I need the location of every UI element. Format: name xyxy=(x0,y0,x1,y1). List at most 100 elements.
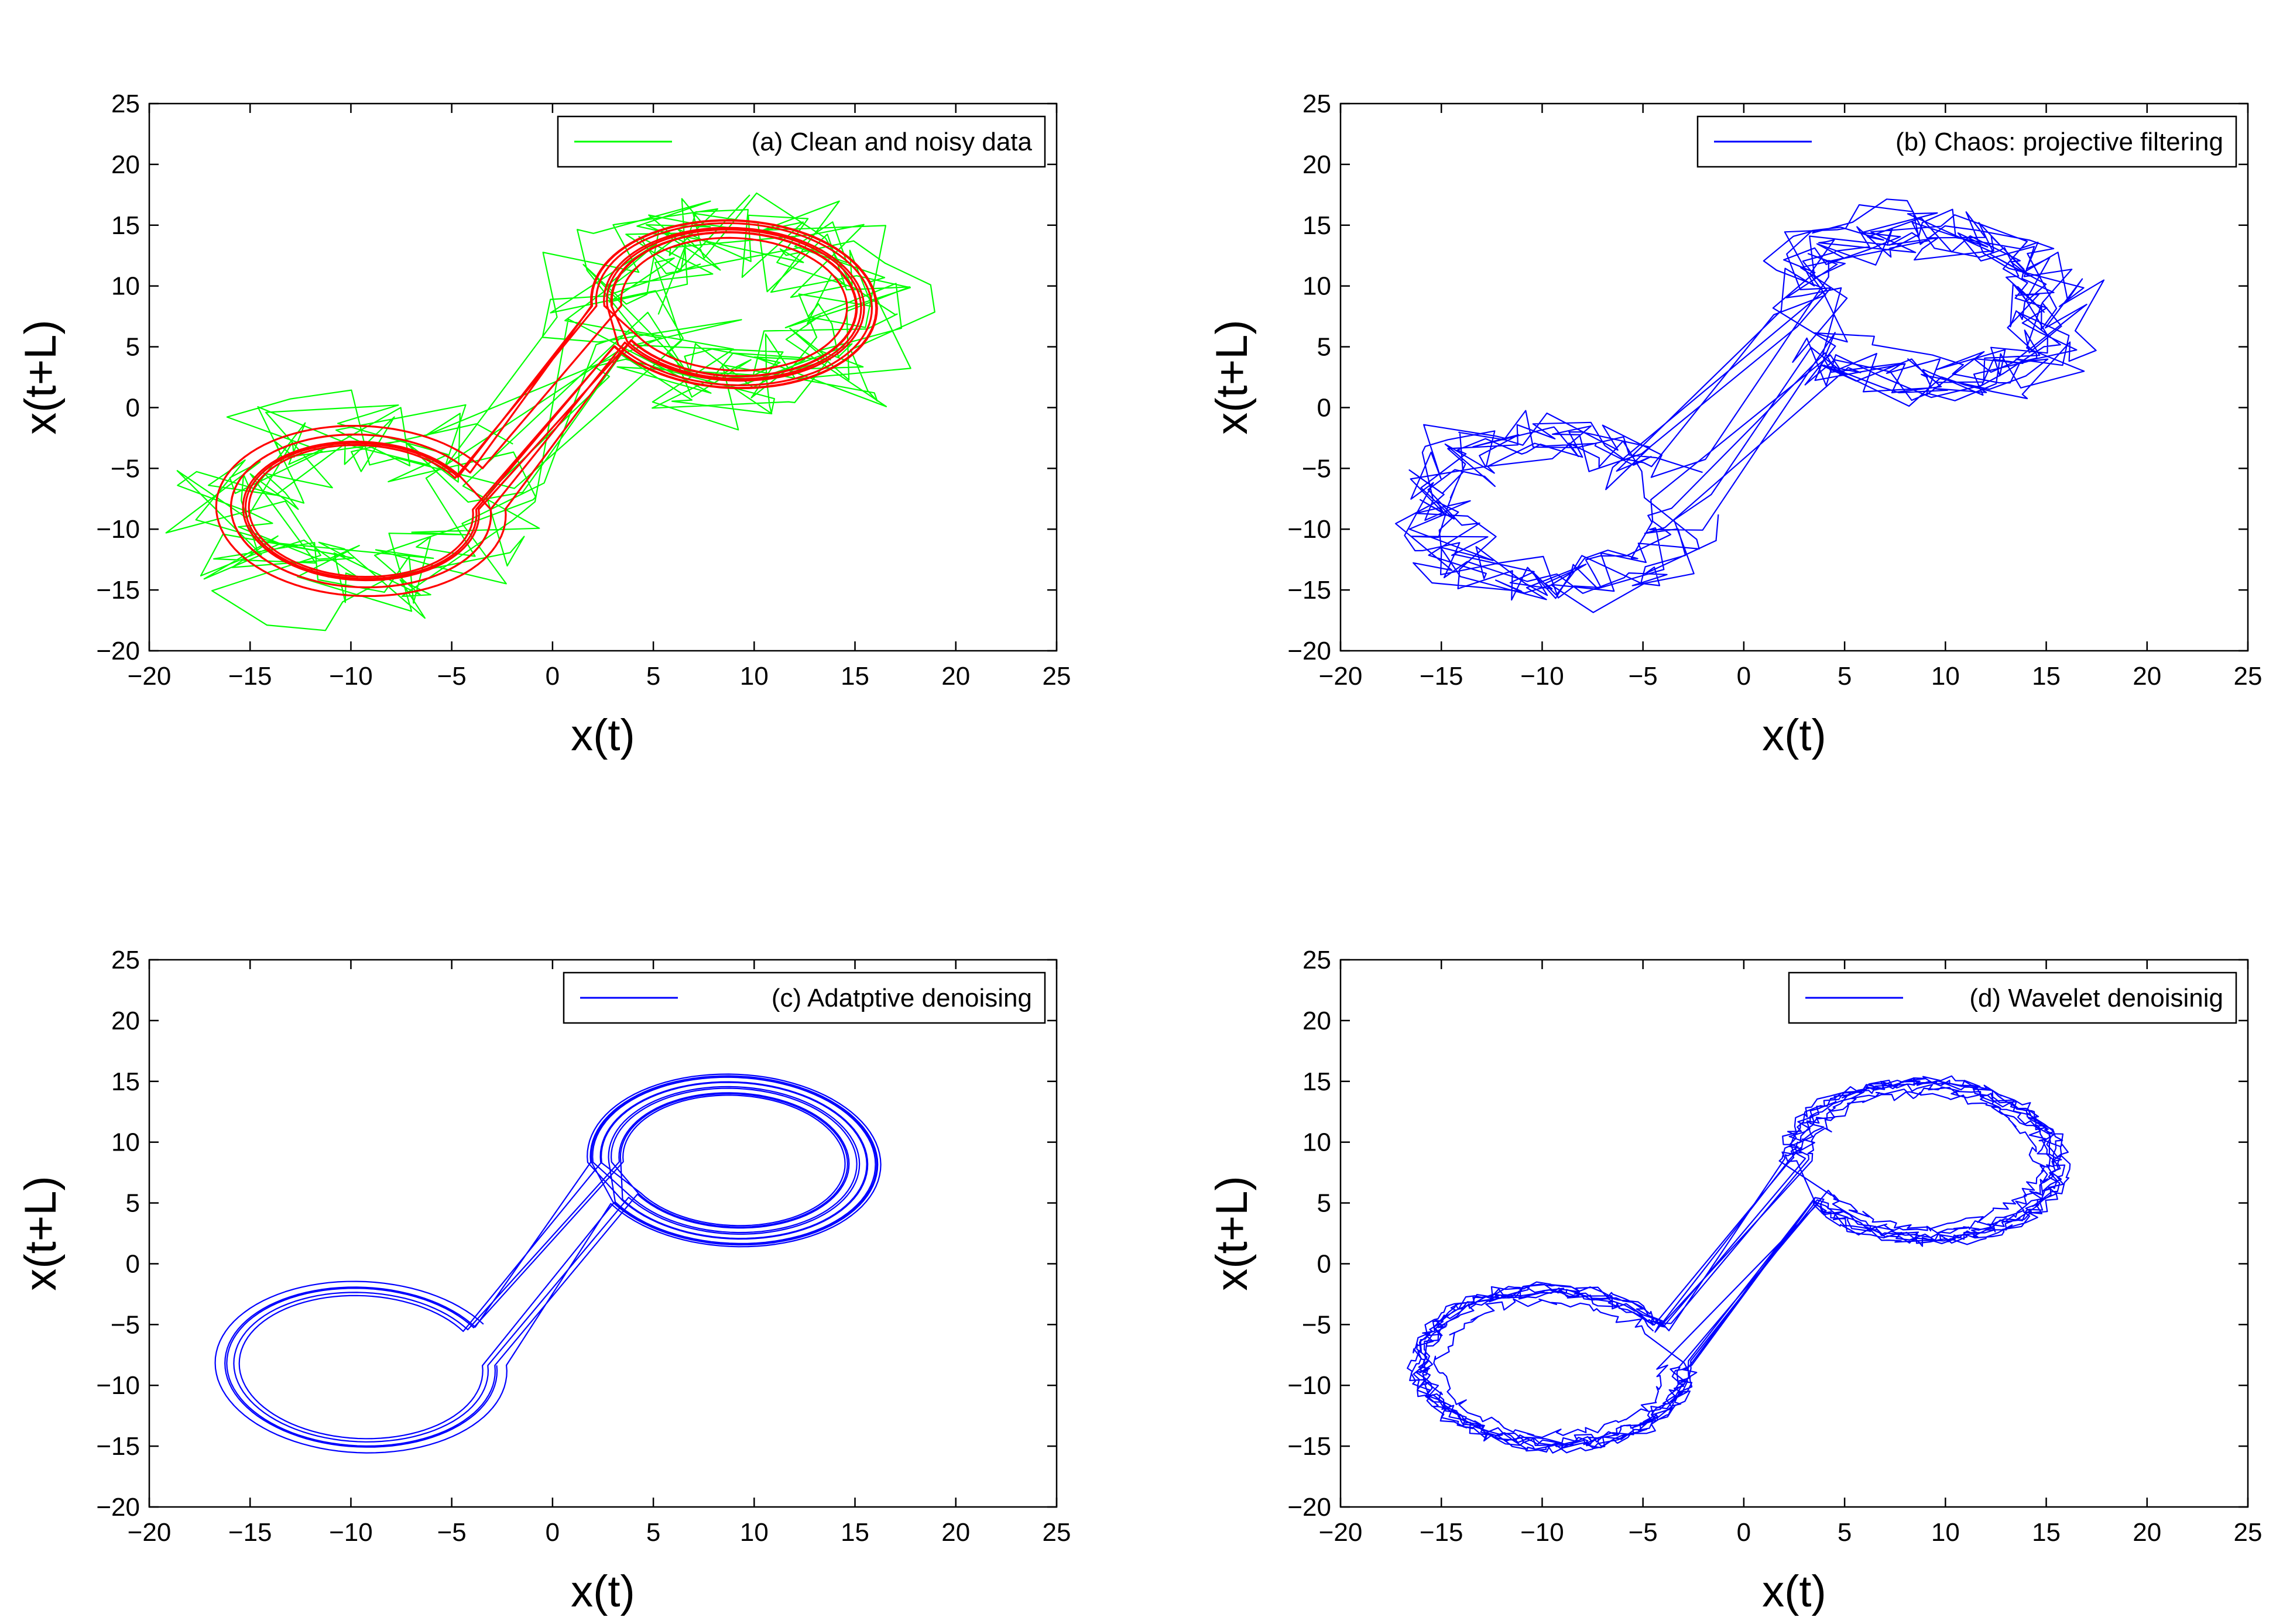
y-tick-label: −15 xyxy=(96,1432,140,1461)
x-tick-label: −15 xyxy=(228,662,272,691)
x-tick-label: −20 xyxy=(1319,1518,1363,1547)
x-tick-label: −20 xyxy=(128,1518,172,1547)
y-tick-label: 15 xyxy=(1302,1067,1331,1096)
y-axis-label: x(t+L) xyxy=(16,1176,66,1290)
y-tick-label: 5 xyxy=(1317,333,1331,362)
series-group xyxy=(214,1073,882,1454)
series-line-clean xyxy=(215,219,878,598)
x-tick-label: −10 xyxy=(1520,1518,1564,1547)
panel-b: −20 −15 −10 −5 0 5 10 15 20 25 25 20 15 10 5 0 −5 −10 −15 −… xyxy=(1207,90,2262,760)
legend: (d) Wavelet denoisinig xyxy=(1788,971,2237,1024)
plot-area xyxy=(1339,959,2249,1508)
y-tick-label: 15 xyxy=(1302,211,1331,240)
y-tick-label: 20 xyxy=(1302,150,1331,179)
y-tick-label: 20 xyxy=(111,1007,140,1035)
y-tick-label: 5 xyxy=(126,333,140,362)
y-tick-label: 20 xyxy=(111,150,140,179)
x-tick-label: 20 xyxy=(941,662,970,691)
y-tick-label: −5 xyxy=(111,454,140,483)
x-tick-label: −20 xyxy=(128,662,172,691)
y-tick-label: −15 xyxy=(1287,1432,1331,1461)
plot-area xyxy=(148,959,1058,1508)
plot-area xyxy=(1339,102,2249,652)
x-tick-label: −5 xyxy=(437,662,467,691)
y-tick-label: 15 xyxy=(111,211,140,240)
x-tick-label: 10 xyxy=(1931,1518,1960,1547)
y-tick-label: −20 xyxy=(1287,1493,1331,1522)
x-tick-label: −15 xyxy=(228,1518,272,1547)
x-tick-label: 0 xyxy=(1737,1518,1751,1547)
x-tick-label: 10 xyxy=(740,662,769,691)
x-tick-label: 0 xyxy=(546,662,560,691)
x-tick-label: 25 xyxy=(1043,662,1071,691)
legend-label: (a) Clean and noisy data xyxy=(752,128,1033,156)
x-axis-label: x(t) xyxy=(571,710,635,760)
y-tick-label: 25 xyxy=(1302,90,1331,118)
x-axis-label: x(t) xyxy=(1762,710,1826,760)
x-tick-label: −5 xyxy=(1629,1518,1658,1547)
y-tick-label: 25 xyxy=(1302,946,1331,974)
legend-label: (b) Chaos: projective filtering xyxy=(1895,128,2223,156)
x-tick-label: 5 xyxy=(646,662,660,691)
y-tick-label: 5 xyxy=(126,1189,140,1218)
x-tick-label: 15 xyxy=(2032,662,2061,691)
x-tick-label: −10 xyxy=(329,662,373,691)
panel-a: −20 −15 −10 −5 0 5 10 15 20 25 25 20 15 10 5 0 −5 −10 −15 −… xyxy=(16,90,1071,760)
y-tick-label: −5 xyxy=(1302,1310,1331,1339)
x-tick-label: 20 xyxy=(2133,662,2161,691)
y-tick-label: 25 xyxy=(111,946,140,974)
series-line-wavelet xyxy=(1407,1075,2071,1454)
x-tick-label: −5 xyxy=(1629,662,1658,691)
x-tick-label: 25 xyxy=(1043,1518,1071,1547)
x-tick-label: 10 xyxy=(740,1518,769,1547)
x-tick-label: 20 xyxy=(941,1518,970,1547)
y-tick-label: −10 xyxy=(1287,1371,1331,1400)
x-tick-label: −5 xyxy=(437,1518,467,1547)
legend: (b) Chaos: projective filtering xyxy=(1696,115,2237,168)
y-tick-label: 25 xyxy=(111,90,140,118)
x-tick-label: 25 xyxy=(2234,1518,2263,1547)
x-tick-label: 5 xyxy=(1838,1518,1852,1547)
x-tick-label: 10 xyxy=(1931,662,1960,691)
y-tick-label: −10 xyxy=(1287,515,1331,544)
y-tick-label: −20 xyxy=(1287,637,1331,665)
legend: (c) Adatptive denoising xyxy=(563,971,1046,1024)
y-tick-label: −10 xyxy=(96,515,140,544)
x-tick-label: 0 xyxy=(546,1518,560,1547)
panel-c: −20 −15 −10 −5 0 5 10 15 20 25 25 20 15 10 5 0 −5 −10 −15 −… xyxy=(16,946,1071,1616)
y-axis-label: x(t+L) xyxy=(1207,320,1257,434)
y-tick-label: 10 xyxy=(111,272,140,301)
y-axis-label: x(t+L) xyxy=(16,320,66,434)
y-tick-label: −5 xyxy=(111,1310,140,1339)
y-tick-label: −15 xyxy=(96,576,140,605)
x-tick-label: 15 xyxy=(841,662,869,691)
y-tick-label: 0 xyxy=(1317,393,1331,422)
x-tick-label: 20 xyxy=(2133,1518,2161,1547)
y-tick-label: −10 xyxy=(96,1371,140,1400)
y-tick-label: 10 xyxy=(1302,1128,1331,1157)
y-tick-label: −20 xyxy=(96,1493,140,1522)
y-tick-label: 5 xyxy=(1317,1189,1331,1218)
x-axis-label: x(t) xyxy=(1762,1567,1826,1616)
y-tick-label: 0 xyxy=(1317,1249,1331,1278)
x-tick-label: −20 xyxy=(1319,662,1363,691)
x-tick-label: 5 xyxy=(1838,662,1852,691)
x-tick-label: −10 xyxy=(1520,662,1564,691)
y-tick-label: −5 xyxy=(1302,454,1331,483)
x-tick-label: 25 xyxy=(2234,662,2263,691)
y-tick-label: 20 xyxy=(1302,1007,1331,1035)
legend-label: (c) Adatptive denoising xyxy=(772,984,1032,1012)
x-tick-label: 15 xyxy=(841,1518,869,1547)
series-group xyxy=(165,192,935,631)
y-tick-label: −20 xyxy=(96,637,140,665)
y-tick-label: 0 xyxy=(126,1249,140,1278)
x-axis-label: x(t) xyxy=(571,1567,635,1616)
y-tick-label: 0 xyxy=(126,393,140,422)
x-tick-label: 0 xyxy=(1737,662,1751,691)
y-tick-label: 10 xyxy=(1302,272,1331,301)
legend: (a) Clean and noisy data xyxy=(557,115,1046,168)
series-line-adaptive xyxy=(214,1073,882,1454)
y-tick-label: −15 xyxy=(1287,576,1331,605)
legend-label: (d) Wavelet denoisinig xyxy=(1969,984,2223,1012)
x-tick-label: −15 xyxy=(1420,1518,1463,1547)
